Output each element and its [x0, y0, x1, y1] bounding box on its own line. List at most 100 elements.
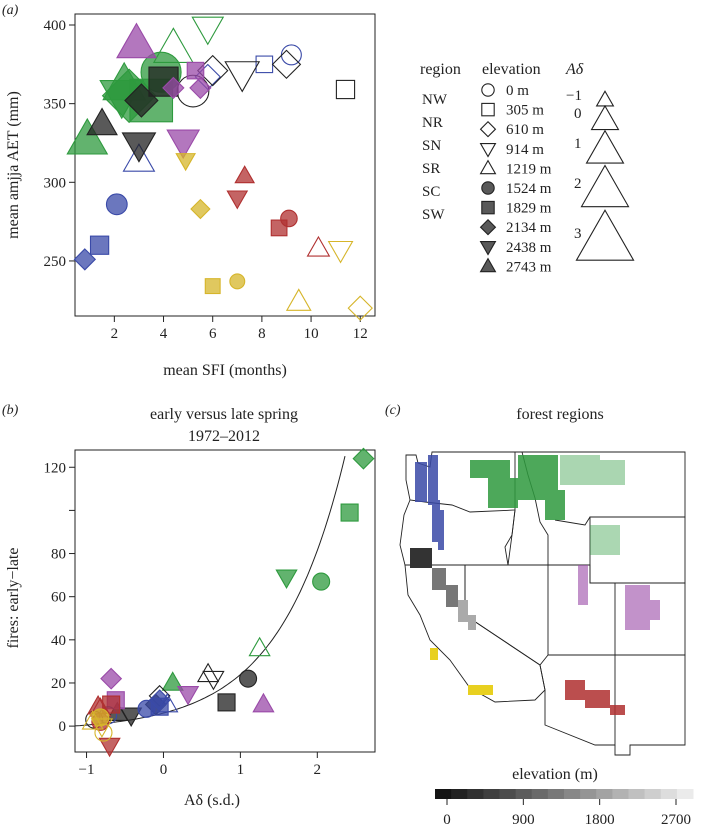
legend-elevation-title: elevation [482, 61, 541, 78]
point-nw [148, 689, 171, 712]
point-sn [124, 83, 159, 118]
x-tick-label-a: 6 [209, 326, 217, 342]
point-sc [229, 273, 246, 290]
point-sr [166, 129, 201, 160]
point-sn [335, 79, 356, 100]
point-sc [175, 153, 197, 172]
legend-elev-symbol [479, 257, 497, 273]
legend-elev-label: 305 m [506, 103, 544, 119]
legend-elev-symbol [481, 181, 495, 195]
point-sw [270, 219, 288, 237]
point-sc [81, 710, 104, 730]
point-sr [252, 692, 275, 713]
point-sn [217, 693, 236, 712]
legend-region-sr: SR [422, 161, 440, 177]
point-nr [312, 572, 331, 591]
legend-elev-symbol [479, 218, 497, 236]
legend-adelta-label: 1 [574, 136, 582, 152]
legend-elev-symbol [479, 240, 497, 256]
x-axis-label-a: mean SFI (months) [163, 362, 287, 379]
elevation-colorbar [435, 789, 694, 799]
x-axis-a: 2 4 6 8 10 12 [111, 316, 368, 342]
panel-c: (c) forest regions [385, 403, 694, 828]
x-tick-label-a: 4 [160, 326, 168, 342]
legend-elev-label: 1219 m [506, 161, 552, 177]
colorbar-cell [644, 789, 662, 799]
legend-elev-symbol [481, 102, 495, 117]
x-tick-label-a: 10 [304, 326, 319, 342]
legend-elev-label: 2134 m [506, 220, 552, 236]
plot-frame-b [74, 449, 376, 753]
y-tick-label-a: 300 [44, 175, 67, 191]
panel-label-a: (a) [2, 3, 19, 18]
point-nw [122, 143, 156, 172]
y-tick-label-a: 400 [44, 18, 67, 34]
legend-adelta-label: 0 [574, 106, 582, 122]
legend-region-sc: SC [422, 184, 440, 200]
y-tick-label-b: 120 [44, 460, 67, 476]
legend-adelta-symbol [575, 209, 635, 261]
x-tick-label-b: 2 [314, 762, 322, 778]
point-sc [347, 295, 373, 321]
colorbar-cell [628, 789, 646, 799]
point-sn [224, 61, 261, 93]
legend-elev-label: 610 m [506, 122, 544, 138]
point-sc [285, 288, 312, 311]
point-sw [306, 235, 331, 257]
point-nr [161, 671, 184, 691]
y-tick-label-a: 250 [44, 254, 67, 270]
point-sr [100, 667, 123, 690]
colorbar-cell [547, 789, 565, 799]
x-tick-label-b: 1 [237, 762, 245, 778]
point-nr [275, 569, 298, 590]
legend-elev-label: 2743 m [506, 259, 552, 275]
legend-region-title: region [420, 61, 461, 78]
colorbar-label: elevation (m) [512, 766, 598, 783]
x-axis-b: −1 0 1 2 [79, 752, 322, 778]
point-nr [191, 16, 225, 46]
point-sn [121, 132, 157, 163]
data-points-b [81, 447, 375, 758]
legend-adelta-label: 2 [574, 176, 582, 192]
map-title: forest regions [516, 406, 604, 423]
point-sr [116, 22, 157, 59]
chart-title-b: early versus late spring [150, 406, 298, 423]
point-sn [271, 49, 302, 80]
y-axis-a: 250 300 350 400 [44, 18, 75, 270]
x-tick-label-a: 2 [111, 326, 119, 342]
colorbar-cell [483, 789, 500, 799]
colorbar-cell [531, 789, 549, 799]
colorbar-tick-label: 1800 [585, 812, 615, 828]
colorbar-cell [435, 789, 452, 799]
colorbar-cell [596, 789, 613, 799]
point-sn [239, 669, 258, 688]
point-nw [73, 248, 97, 271]
point-sr [176, 685, 200, 706]
y-axis-label-a: mean amjja AET (mm) [5, 91, 22, 239]
colorbar-cell [451, 789, 468, 799]
y-tick-label-b: 0 [59, 719, 67, 735]
y-axis-label-b: fires: early−late [5, 548, 22, 649]
legend-adelta-label: −1 [566, 88, 582, 104]
legend-elev-symbol [481, 200, 495, 215]
x-tick-label-a: 12 [353, 326, 368, 342]
point-sc [190, 198, 211, 220]
colorbar-cell [660, 789, 678, 799]
western-us-map [399, 451, 686, 756]
x-tick-label-b: −1 [79, 762, 95, 778]
point-sw [234, 165, 256, 184]
y-tick-label-b: 60 [51, 590, 66, 606]
legend-adelta-symbol [595, 90, 615, 107]
fit-curve [74, 455, 346, 727]
legend-elev-label: 1524 m [506, 181, 552, 197]
legend-adelta-label: 3 [574, 226, 582, 242]
colorbar-tick-label: 900 [512, 812, 535, 828]
y-axis-b: 0 20 40 60 80 120 [44, 460, 75, 735]
colorbar-cell [676, 789, 694, 799]
point-sc [91, 708, 110, 727]
legend-region-nr: NR [422, 115, 443, 131]
legend-adelta-symbol [585, 129, 625, 164]
legend-elev-label: 914 m [506, 142, 544, 158]
x-tick-label-b: 0 [160, 762, 168, 778]
